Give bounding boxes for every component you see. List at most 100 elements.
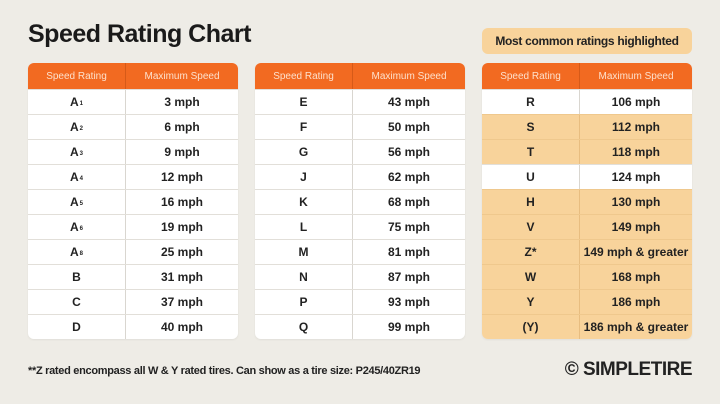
speed-table-3: Speed Rating Maximum Speed R 106 mph S 1… [482,63,692,339]
table-row: L 75 mph [255,214,465,239]
rating-subscript: 5 [79,201,83,207]
rating-cell: H [482,190,580,214]
header-speed-rating: Speed Rating [28,63,126,89]
table-row: K 68 mph [255,189,465,214]
table-row: G 56 mph [255,139,465,164]
rating-label: A [69,145,79,159]
rating-cell: (Y) [482,315,580,339]
footnote: **Z rated encompass all W & Y rated tire… [28,365,421,377]
rating-label: Z* [524,245,537,259]
speed-cell: 62 mph [387,170,430,184]
table-row: M 81 mph [255,239,465,264]
speed-cell: 43 mph [387,95,430,109]
speed-cell: 130 mph [611,195,661,209]
rating-label: W [524,270,537,284]
rating-label: T [526,145,535,159]
rating-cell: T [482,140,580,164]
rating-label: P [299,295,308,309]
rating-cell: W [482,265,580,289]
speed-cell: 149 mph [611,220,661,234]
table-row: F 50 mph [255,114,465,139]
speed-cell: 19 mph [160,220,203,234]
rating-cell: U [482,165,580,189]
rating-label: Q [298,320,309,334]
rating-label: L [299,220,308,234]
rating-label: A [69,195,79,209]
speed-cell: 118 mph [611,145,661,159]
speed-cell: 149 mph & greater [583,245,689,259]
speed-cell: 25 mph [160,245,203,259]
rating-subscript: 8 [79,251,83,257]
rating-subscript: 6 [79,226,83,232]
table-row: J 62 mph [255,164,465,189]
table-row: Z* 149 mph & greater [482,239,692,264]
speed-cell: 87 mph [387,270,430,284]
highlight-legend-badge: Most common ratings highlighted [482,28,692,54]
table-row: Q 99 mph [255,314,465,339]
speed-cell: 12 mph [160,170,203,184]
speed-table-2: Speed Rating Maximum Speed E 43 mph F 50… [255,63,465,339]
speed-cell: 31 mph [160,270,203,284]
rating-cell: S [482,115,580,139]
speed-cell: 50 mph [387,120,430,134]
speed-cell: 40 mph [160,320,203,334]
rating-cell: Q [255,315,353,339]
rating-subscript: 2 [79,126,83,132]
table-row: D 40 mph [28,314,238,339]
rating-cell: M [255,240,353,264]
rating-label: H [526,195,535,209]
rating-cell: L [255,215,353,239]
rating-label: F [299,120,308,134]
table-row: H 130 mph [482,189,692,214]
simpletire-logo: © SIMPLETIRE [564,359,693,380]
rating-label: S [526,120,535,134]
speed-cell: 112 mph [611,120,661,134]
rating-cell: F [255,115,353,139]
speed-cell: 75 mph [387,220,430,234]
header-speed-rating: Speed Rating [255,63,353,89]
speed-cell: 81 mph [387,245,430,259]
rating-label: R [526,95,535,109]
rating-label: K [299,195,308,209]
rating-label: J [300,170,307,184]
rating-cell: E [255,90,353,114]
rating-subscript: 1 [79,101,83,107]
table-row: R 106 mph [482,89,692,114]
rating-cell: J [255,165,353,189]
rating-label: A [69,120,79,134]
speed-cell: 106 mph [611,95,661,109]
header-speed-rating: Speed Rating [482,63,580,89]
rating-cell: C [28,290,126,314]
rating-label: A [69,170,79,184]
table-row: V 149 mph [482,214,692,239]
speed-cell: 37 mph [160,295,203,309]
speed-cell: 93 mph [387,295,430,309]
rating-label: V [526,220,535,234]
speed-cell: 6 mph [164,120,200,134]
speed-cell: 68 mph [387,195,430,209]
header-maximum-speed: Maximum Speed [144,70,220,82]
table-row: B 31 mph [28,264,238,289]
table-row: E 43 mph [255,89,465,114]
rating-cell: V [482,215,580,239]
rating-label: A [69,220,79,234]
rating-label: Y [526,295,535,309]
rating-label: N [299,270,308,284]
rating-label: G [298,145,309,159]
rating-label: B [72,270,81,284]
rating-cell: Y [482,290,580,314]
rating-subscript: 3 [79,151,83,157]
speed-cell: 56 mph [387,145,430,159]
header-maximum-speed: Maximum Speed [371,70,447,82]
